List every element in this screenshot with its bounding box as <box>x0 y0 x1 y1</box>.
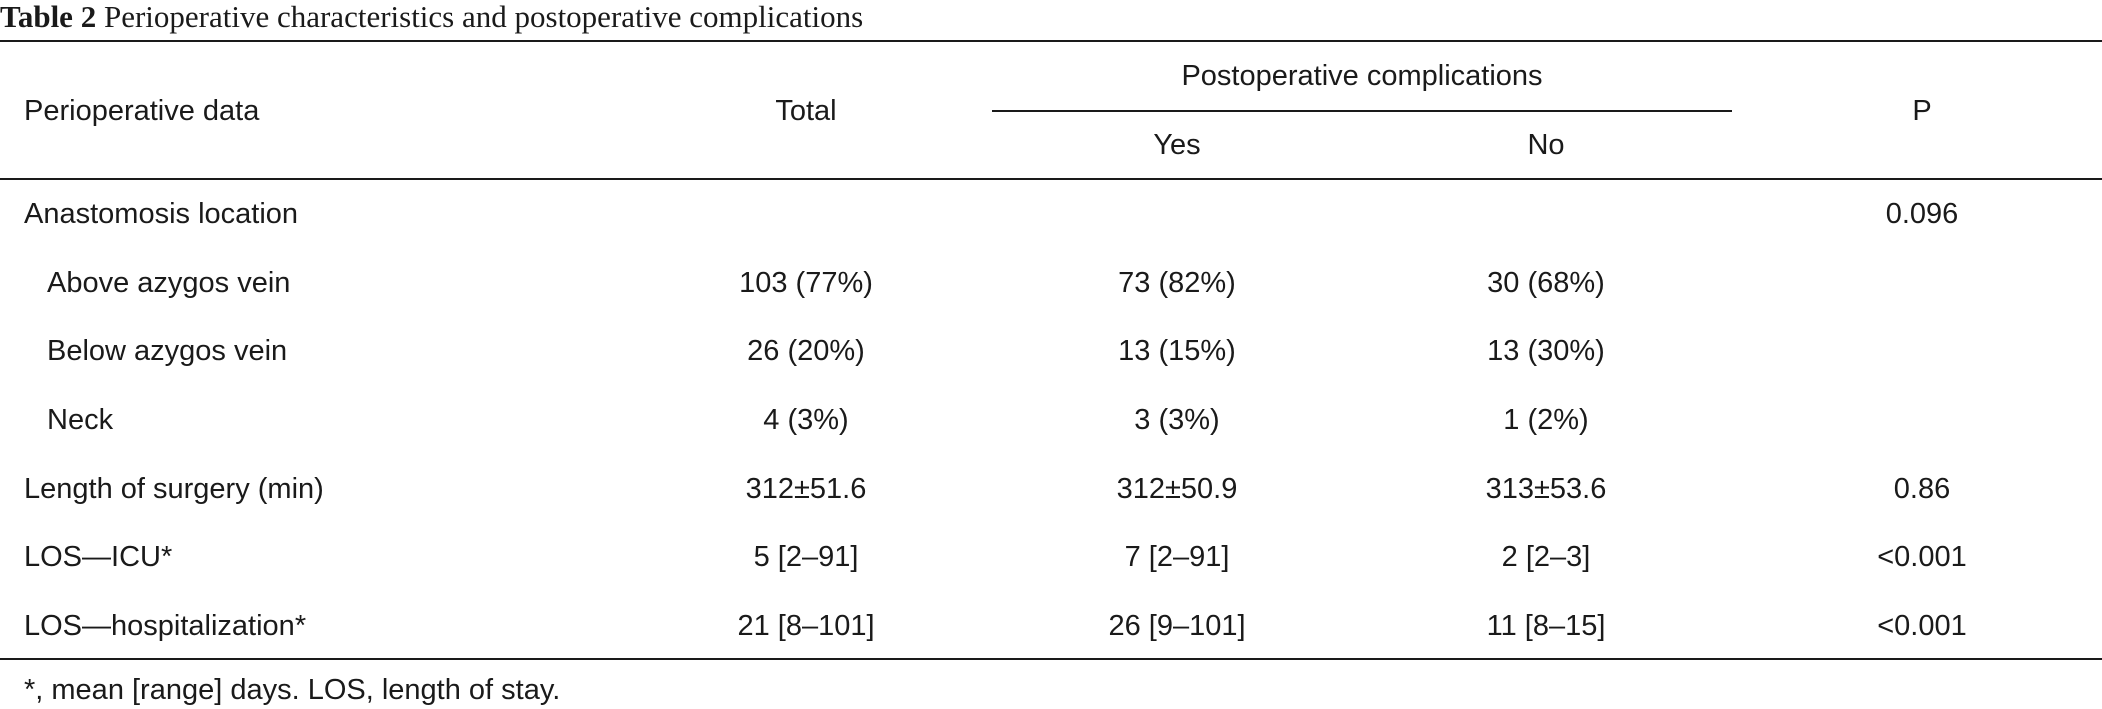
row-label: Length of surgery (min) <box>24 473 324 505</box>
cell-total: 103 (77%) <box>739 267 873 299</box>
header-yes: Yes <box>1153 129 1201 161</box>
row-label: LOS—hospitalization* <box>24 610 307 642</box>
row-label: Below azygos vein <box>47 335 288 367</box>
table-title: Perioperative characteristics and postop… <box>103 0 864 34</box>
header-total: Total <box>775 95 837 127</box>
row-label: LOS—ICU* <box>24 541 173 573</box>
header-group-rule <box>992 110 1732 112</box>
row-label: Above azygos vein <box>47 267 291 299</box>
table-number: Table 2 <box>0 0 97 34</box>
header-p: P <box>1912 95 1932 127</box>
cell-yes: 3 (3%) <box>1134 404 1220 436</box>
cell-total: 5 [2–91] <box>753 541 859 573</box>
bottom-rule <box>0 658 2102 660</box>
cell-p: <0.001 <box>1877 541 1967 573</box>
cell-total: 21 [8–101] <box>737 610 875 642</box>
row-label: Anastomosis location <box>24 198 299 230</box>
cell-no: 2 [2–3] <box>1501 541 1591 573</box>
cell-p: <0.001 <box>1877 610 1967 642</box>
table-footnote: *, mean [range] days. LOS, length of sta… <box>24 674 561 706</box>
header-rule <box>0 178 2102 180</box>
header-no: No <box>1527 129 1565 161</box>
row-label: Neck <box>47 404 114 436</box>
cell-yes: 13 (15%) <box>1118 335 1236 367</box>
cell-no: 1 (2%) <box>1503 404 1589 436</box>
table-caption: Table 2 Perioperative characteristics an… <box>0 0 863 40</box>
cell-total: 312±51.6 <box>745 473 867 505</box>
cell-no: 13 (30%) <box>1487 335 1605 367</box>
cell-yes: 312±50.9 <box>1116 473 1238 505</box>
header-postoperative-complications: Postoperative complications <box>1181 60 1543 92</box>
cell-no: 313±53.6 <box>1485 473 1607 505</box>
cell-yes: 7 [2–91] <box>1124 541 1230 573</box>
cell-yes: 73 (82%) <box>1118 267 1236 299</box>
cell-no: 30 (68%) <box>1487 267 1605 299</box>
header-perioperative-data: Perioperative data <box>24 95 260 127</box>
cell-total: 26 (20%) <box>747 335 865 367</box>
cell-p: 0.86 <box>1893 473 1951 505</box>
cell-no: 11 [8–15] <box>1486 610 1606 642</box>
cell-yes: 26 [9–101] <box>1108 610 1246 642</box>
top-rule <box>0 40 2102 42</box>
cell-total: 4 (3%) <box>763 404 849 436</box>
cell-p: 0.096 <box>1885 198 1959 230</box>
